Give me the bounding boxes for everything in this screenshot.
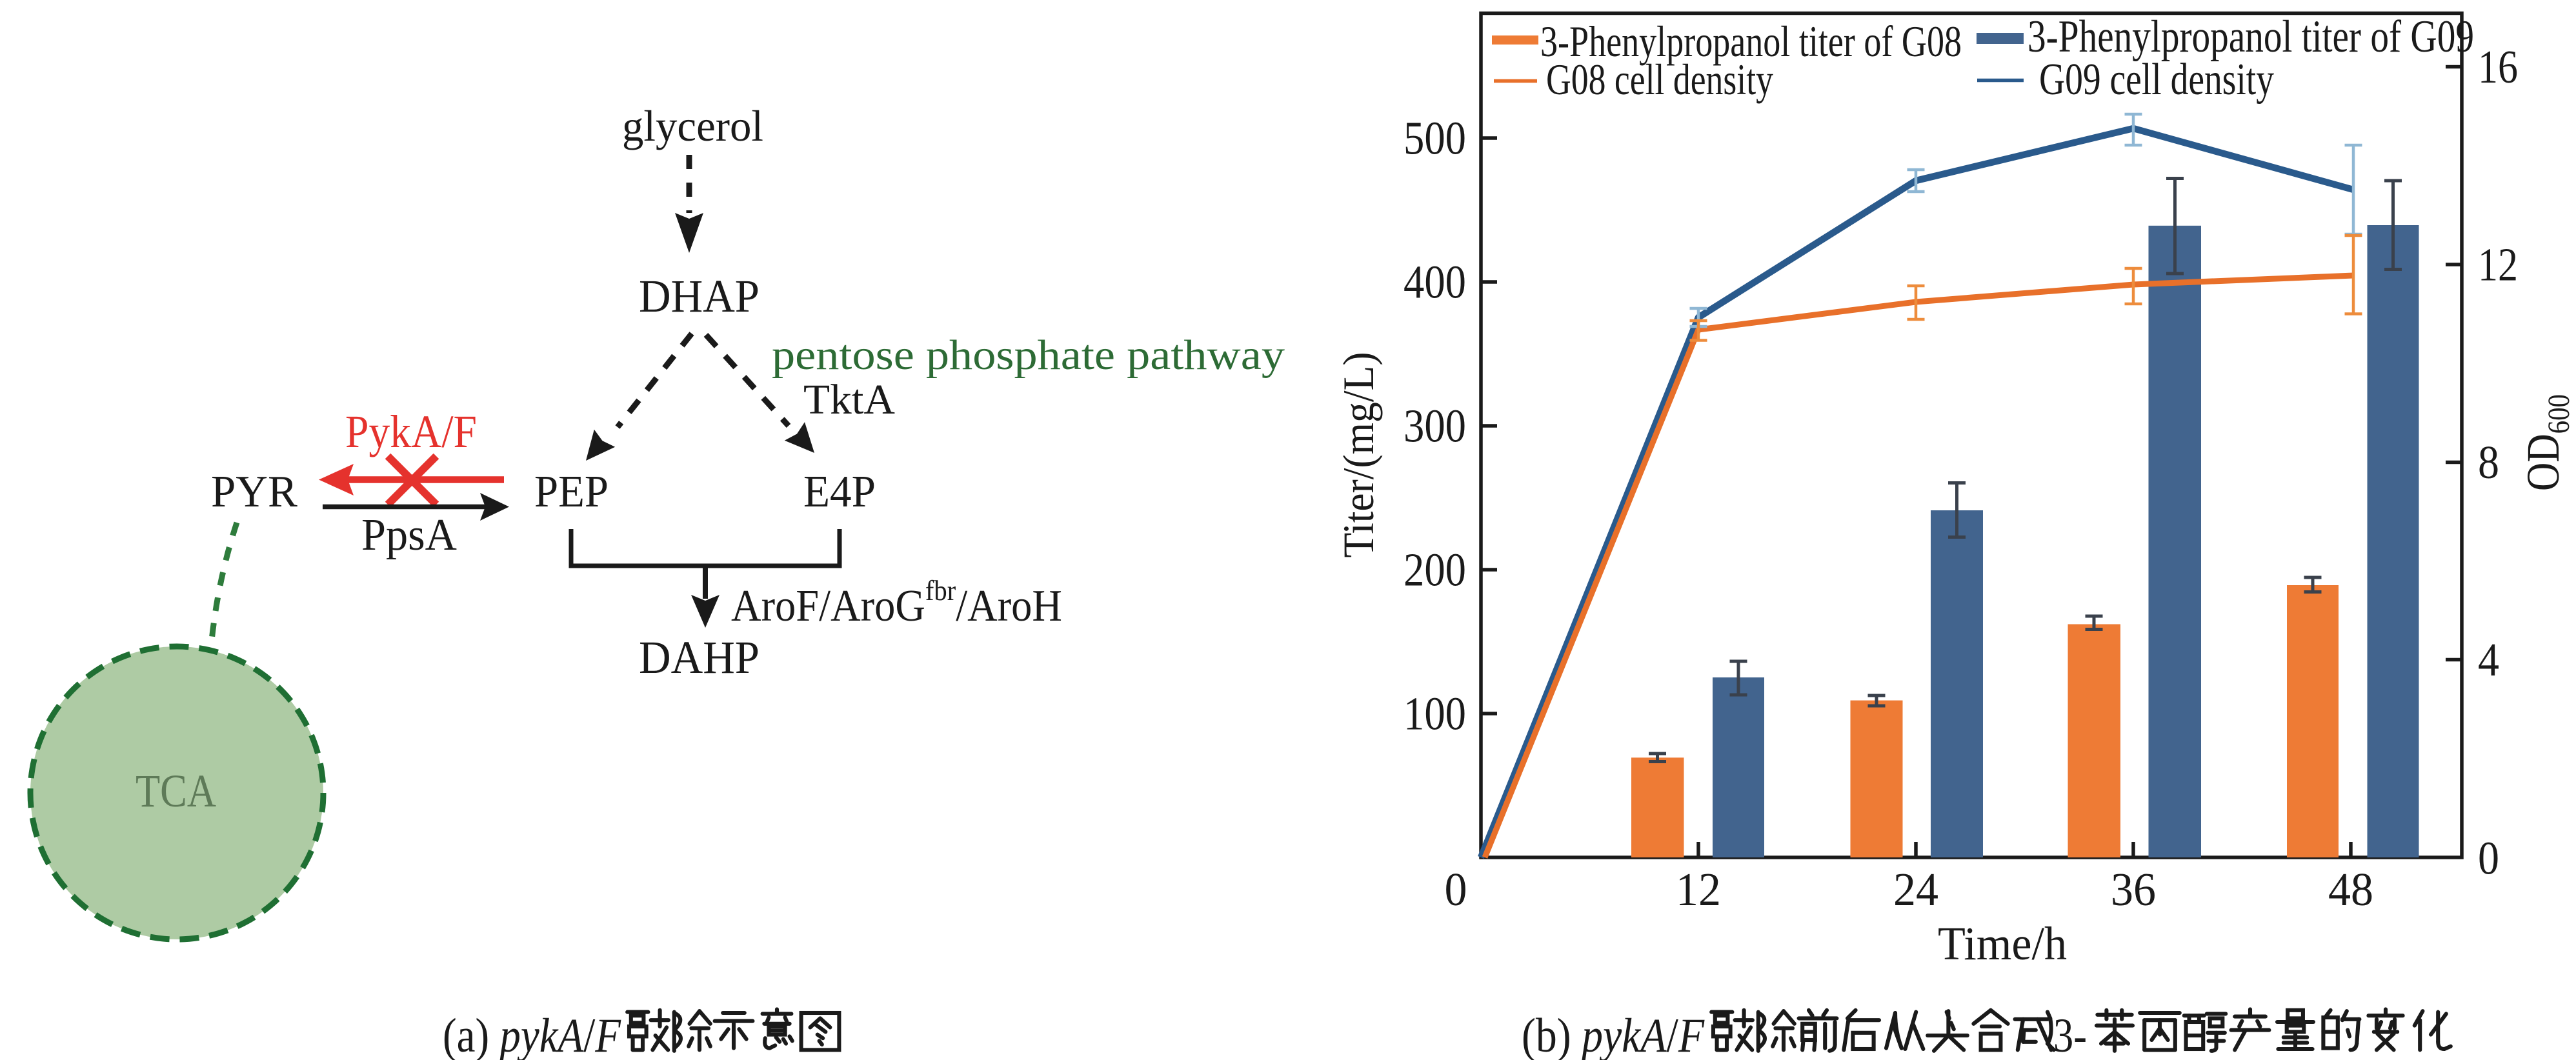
svg-text:PYR: PYR [211,467,297,517]
svg-text:0: 0 [2478,832,2499,885]
svg-text:(b) pykA/F: (b) pykA/F [1522,1009,1705,1060]
svg-text:100: 100 [1404,688,1466,740]
svg-text:PEP: PEP [534,467,609,517]
svg-text:AroF/AroGfbr/AroH: AroF/AroGfbr/AroH [731,575,1062,631]
svg-text:4: 4 [2478,634,2499,686]
svg-text:PpsA: PpsA [361,510,457,560]
svg-text:12: 12 [1676,863,1721,915]
svg-text:(a) pykA/F: (a) pykA/F [443,1009,621,1060]
svg-text:DAHP: DAHP [639,632,760,683]
svg-text:PykA/F: PykA/F [345,406,477,457]
svg-text:300: 300 [1404,400,1466,452]
svg-text:3-Phenylpropanol titer of G08: 3-Phenylpropanol titer of G08 [1540,17,1962,66]
svg-text:36: 36 [2111,863,2156,915]
svg-text:TCA: TCA [136,765,216,817]
svg-text:48: 48 [2328,863,2373,915]
svg-text:G08 cell density: G08 cell density [1546,55,1773,104]
svg-text:pentose phosphate pathway: pentose phosphate pathway [772,332,1285,379]
svg-text:TktA: TktA [803,376,895,423]
svg-text:16: 16 [2478,41,2518,93]
svg-text:E4P: E4P [803,467,876,517]
svg-text:glycerol: glycerol [622,101,763,150]
svg-text:Titer/(mg/L): Titer/(mg/L) [1334,352,1383,558]
svg-text:0: 0 [1445,863,1467,915]
svg-text:12: 12 [2478,239,2518,291]
svg-text:500: 500 [1404,112,1466,165]
svg-text:400: 400 [1404,256,1466,308]
svg-text:Time/h: Time/h [1938,917,2067,970]
svg-text:3-Phenylpropanol titer of G09: 3-Phenylpropanol titer of G09 [2028,12,2474,62]
svg-text:8: 8 [2478,436,2499,488]
svg-text:G09 cell density: G09 cell density [2039,55,2274,105]
svg-text:24: 24 [1893,863,1938,915]
svg-text:200: 200 [1404,544,1466,596]
svg-text:3-: 3- [2053,1009,2087,1060]
svg-text:DHAP: DHAP [639,270,760,322]
